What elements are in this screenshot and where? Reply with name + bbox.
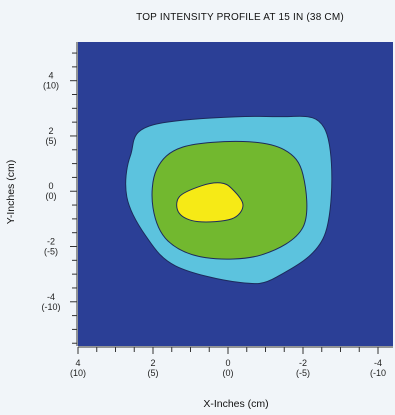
- contour-inner: [176, 182, 244, 223]
- y-tick-label: 2: [48, 126, 53, 136]
- y-axis-title: Y-Inches (cm): [5, 160, 17, 224]
- x-tick-label-cm: (0): [223, 368, 234, 378]
- y-tick-label: 0: [48, 181, 53, 191]
- y-axis: 4(10) 2(5) 0(0) -2(-5) -4(-10): [41, 42, 78, 346]
- y-tick-label: -2: [47, 237, 55, 247]
- x-tick-label-cm: (-5): [296, 368, 310, 378]
- x-tick-label: 4: [75, 358, 80, 368]
- y-tick-label-cm: (-5): [44, 247, 58, 257]
- chart-title: TOP INTENSITY PROFILE AT 15 IN (38 CM): [136, 12, 344, 23]
- x-tick-label: 2: [150, 358, 155, 368]
- x-tick-label-cm: (-10: [370, 368, 386, 378]
- x-tick-label: -4: [374, 358, 382, 368]
- y-tick-label-cm: (-10): [41, 302, 60, 312]
- contour-layer: [125, 115, 333, 285]
- x-tick-label: 0: [225, 358, 230, 368]
- y-tick-label-cm: (0): [46, 191, 57, 201]
- x-tick-label-cm: (5): [148, 368, 159, 378]
- x-tick-label: -2: [299, 358, 307, 368]
- y-tick-label: -4: [47, 292, 55, 302]
- x-axis: 4(10) 2(5) 0(0) -2(-5) -4(-10: [70, 346, 393, 378]
- y-tick-label-cm: (10): [43, 81, 59, 91]
- x-axis-title: X-Inches (cm): [203, 398, 268, 410]
- y-tick-label-cm: (5): [46, 136, 57, 146]
- y-tick-label: 4: [48, 71, 53, 81]
- x-tick-label-cm: (10): [70, 368, 86, 378]
